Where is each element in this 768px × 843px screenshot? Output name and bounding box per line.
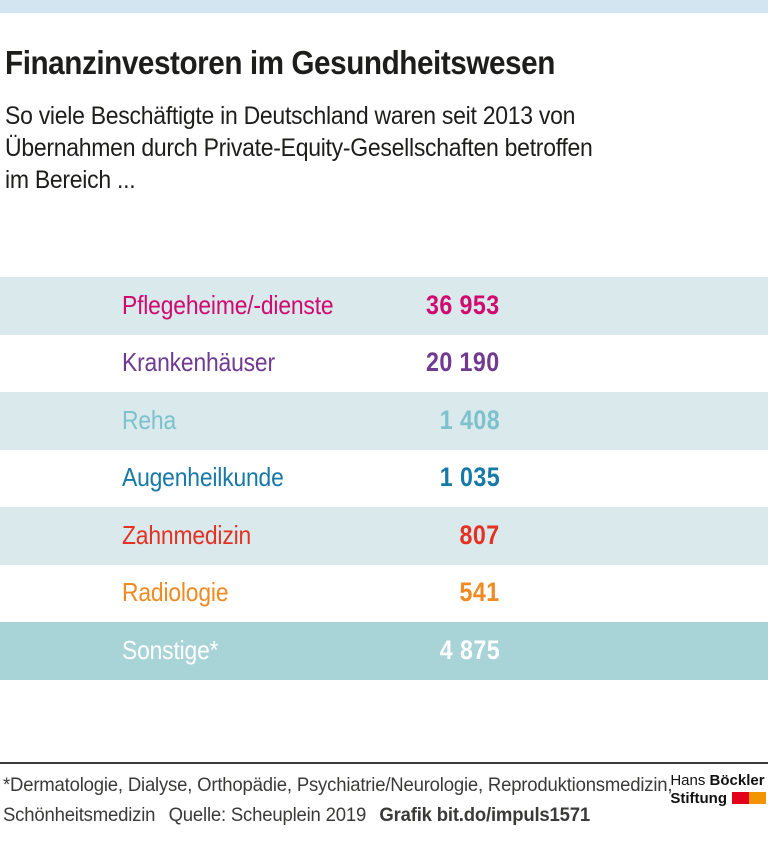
data-table: Pflegeheime/-dienste 36 953 Krankenhäuse… [0, 277, 768, 680]
footnote-line-2: Schönheitsmedizin Quelle: Scheuplein 2019… [3, 800, 649, 830]
table-row: Zahnmedizin 807 [0, 507, 768, 565]
flag-red-block [732, 792, 749, 804]
table-row: Pflegeheime/-dienste 36 953 [0, 277, 768, 335]
subtitle-line-1: So viele Beschäftigte in Deutschland war… [5, 102, 576, 130]
category-value: 20 190 [426, 347, 500, 378]
category-label: Radiologie [122, 577, 229, 608]
category-label: Krankenhäuser [122, 347, 275, 378]
logo-hans: Hans [670, 772, 710, 789]
top-accent-bar [0, 0, 768, 13]
footnote-line-1: *Dermatologie, Dialyse, Orthopädie, Psyc… [3, 774, 673, 796]
logo-line-1: Hans Böckler [670, 772, 766, 790]
boeckler-logo: Hans Böckler Stiftung [670, 772, 766, 808]
page-title: Finanzinvestoren im Gesundheitswesen [5, 44, 555, 81]
category-value: 1 408 [439, 404, 500, 435]
logo-boeckler: Böckler [709, 772, 765, 789]
source-text: Quelle: Scheuplein 2019 [168, 804, 367, 826]
category-value: 1 035 [439, 462, 500, 493]
table-row: Radiologie 541 [0, 564, 768, 622]
grafik-link[interactable]: Grafik bit.do/impuls1571 [379, 804, 590, 826]
category-value: 4 875 [439, 634, 500, 665]
logo-flag-icon [732, 792, 766, 804]
footnote: *Dermatologie, Dialyse, Orthopädie, Psyc… [3, 770, 673, 830]
table-row: Reha 1 408 [0, 392, 768, 450]
table-row: Sonstige* 4 875 [0, 622, 768, 680]
category-label: Sonstige* [122, 634, 219, 665]
category-label: Augenheilkunde [122, 462, 284, 493]
table-row: Augenheilkunde 1 035 [0, 449, 768, 507]
category-value: 807 [459, 519, 500, 550]
logo-stiftung: Stiftung [670, 790, 727, 807]
footer-divider [0, 762, 768, 764]
logo-line-2: Stiftung [670, 790, 766, 808]
category-value: 541 [459, 577, 500, 608]
category-label: Zahnmedizin [122, 519, 252, 550]
subtitle: So viele Beschäftigte in Deutschland war… [5, 100, 593, 196]
category-value: 36 953 [426, 289, 500, 320]
flag-orange-block [749, 792, 766, 804]
category-label: Pflegeheime/-dienste [122, 289, 334, 320]
subtitle-line-3: im Bereich ... [5, 166, 136, 194]
table-row: Krankenhäuser 20 190 [0, 334, 768, 392]
category-label: Reha [122, 404, 176, 435]
subtitle-line-2: Übernahmen durch Private-Equity-Gesellsc… [5, 134, 593, 162]
footnote-line-2-text: Schönheitsmedizin [3, 804, 156, 826]
